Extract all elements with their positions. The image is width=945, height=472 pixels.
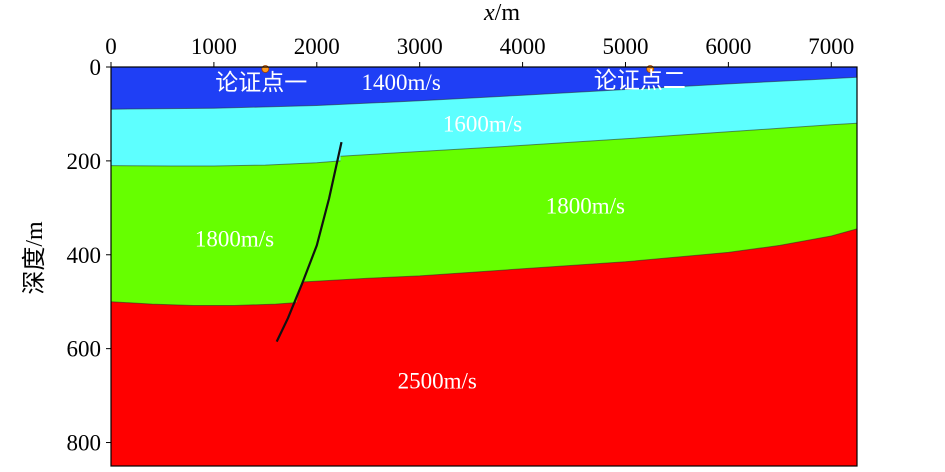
region-label: 1600m/s bbox=[443, 111, 522, 136]
region-label: 论证点二 bbox=[594, 68, 686, 94]
x-tick-label: 7000 bbox=[808, 34, 854, 59]
region-label: 1400m/s bbox=[362, 70, 441, 95]
x-tick-label: 2000 bbox=[294, 34, 340, 59]
x-axis-unit: /m bbox=[495, 0, 521, 26]
x-tick-label: 6000 bbox=[705, 34, 751, 59]
x-tick-label: 5000 bbox=[602, 34, 648, 59]
plot-frame bbox=[110, 66, 858, 467]
interface-1-line bbox=[110, 76, 858, 110]
x-axis-label: x/m bbox=[483, 0, 520, 26]
x-tick-label: 1000 bbox=[191, 34, 237, 59]
y-tick-label: 600 bbox=[67, 337, 102, 362]
region-label: 论证点一 bbox=[215, 70, 307, 96]
y-axis-label: 深度/m bbox=[21, 221, 48, 295]
x-tick-label: 0 bbox=[105, 34, 117, 59]
x-tick-label: 4000 bbox=[500, 34, 546, 59]
plot-area: 论证点一 1400m/s 论证点二 1600m/s 1800m/s 1800m/s 2500… bbox=[110, 65, 858, 466]
y-tick-label: 0 bbox=[90, 55, 102, 80]
layer-1-region bbox=[111, 67, 857, 110]
interface-3-left-line bbox=[110, 301, 297, 306]
interface-2-left-line bbox=[110, 160, 341, 167]
region-label: 2500m/s bbox=[398, 369, 477, 394]
x-axis-variable: x bbox=[483, 0, 495, 26]
axes: 0 1000 2000 3000 4000 5000 6000 7000 0 200 400 600 8… bbox=[67, 34, 858, 467]
y-tick-label: 800 bbox=[67, 431, 102, 456]
interface-3-right-line bbox=[302, 228, 858, 283]
region-label: 1800m/s bbox=[195, 226, 274, 251]
y-tick-label: 200 bbox=[67, 149, 102, 174]
fault-line bbox=[275, 141, 343, 343]
region-label: 1800m/s bbox=[546, 193, 625, 218]
interface-2-right-line bbox=[340, 122, 858, 157]
x-tick-label: 3000 bbox=[397, 34, 443, 59]
y-tick-label: 400 bbox=[67, 243, 102, 268]
